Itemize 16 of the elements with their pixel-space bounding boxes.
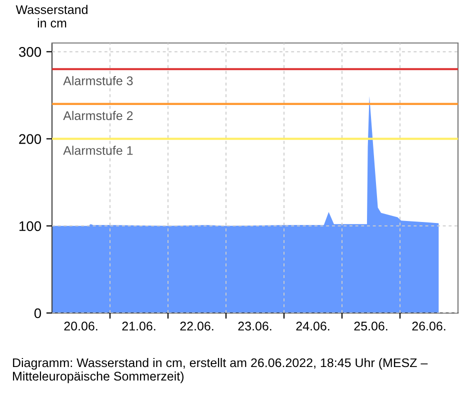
y-axis-title: Wasserstand in cm xyxy=(16,4,88,28)
x-tick-label: 26.06. xyxy=(412,322,446,331)
x-tick-label: 25.06. xyxy=(354,322,388,331)
y-tick-label: 0 xyxy=(34,308,42,318)
y-tick-label: 100 xyxy=(19,221,42,232)
text: Diagramm: Wasserstand in cm, erstellt am 26.06.2022, 18:45 Uhr (MESZ – Mitteleuropäische Sommerzeit) xyxy=(13,358,428,384)
x-tick-label: 24.06. xyxy=(296,322,330,331)
y-tick-label: 200 xyxy=(19,134,42,144)
x-tick-label: 22.06. xyxy=(180,322,214,331)
ref-line-label: Alarmstufe 1 xyxy=(63,146,133,155)
x-tick-label: 21.06. xyxy=(122,322,156,331)
x-tick-label: 20.06. xyxy=(64,322,98,331)
y-tick-label: 300 xyxy=(18,47,42,57)
ref-line-label: Alarmstufe 2 xyxy=(63,110,133,120)
x-tick-label: 23.06. xyxy=(238,322,272,331)
ref-line-label: Alarmstufe 3 xyxy=(63,76,133,86)
